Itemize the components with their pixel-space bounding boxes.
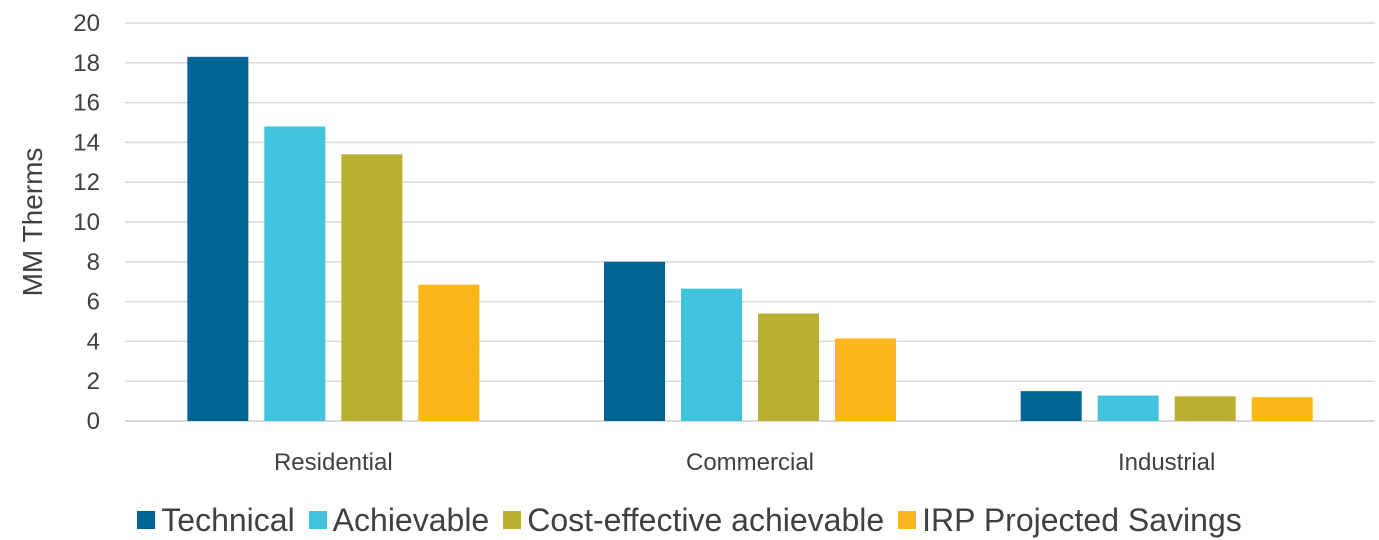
bars (187, 56, 1313, 422)
bar (1251, 397, 1313, 421)
legend-label: Achievable (332, 501, 490, 538)
bar (187, 56, 249, 422)
y-axis-label: MM Therms (17, 148, 48, 297)
legend-swatch (503, 511, 522, 529)
bar (681, 288, 742, 421)
y-tick-label: 14 (73, 129, 100, 156)
bar (1020, 391, 1082, 421)
legend-item: Cost-effective achievable (503, 502, 884, 539)
x-axis-categories: Residential Commercial Industrial (274, 449, 1215, 476)
legend-swatch (137, 511, 156, 529)
bar (418, 284, 480, 421)
legend-item: Achievable (308, 501, 490, 539)
x-category-label: Industrial (1118, 449, 1215, 476)
y-tick-label: 16 (73, 90, 100, 117)
y-tick-label: 8 (87, 249, 100, 276)
bar (341, 154, 403, 421)
x-category-label: Residential (274, 449, 393, 476)
legend-item: IRP Projected Savings (898, 502, 1242, 539)
bar (1174, 396, 1236, 421)
y-tick-label: 20 (73, 10, 100, 37)
y-tick-label: 0 (87, 408, 100, 435)
legend-label: IRP Projected Savings (922, 501, 1242, 538)
gridlines (125, 22, 1375, 422)
y-axis-ticks: 0 2 4 6 8 10 12 14 16 18 20 (73, 10, 100, 435)
bar (264, 126, 326, 421)
y-tick-label: 10 (73, 209, 100, 236)
legend: Technical Achievable Cost-effective achiev… (0, 500, 1379, 540)
y-tick-label: 18 (73, 50, 100, 77)
legend-label: Technical (161, 501, 295, 538)
legend-item: Technical (137, 501, 295, 539)
y-tick-label: 12 (73, 169, 100, 196)
legend-swatch (898, 511, 917, 529)
x-category-label: Commercial (686, 449, 814, 476)
bar (835, 338, 896, 421)
legend-label: Cost-effective achievable (527, 501, 885, 538)
bar-chart: 0 2 4 6 8 10 12 14 16 18 20 Residential Commercial I… (17, 10, 1375, 476)
legend-swatch (308, 511, 327, 529)
y-tick-label: 2 (87, 368, 100, 395)
bar (604, 261, 665, 421)
y-tick-label: 4 (87, 328, 100, 355)
y-tick-label: 6 (87, 289, 100, 316)
bar (758, 313, 819, 421)
bar (1097, 395, 1159, 421)
